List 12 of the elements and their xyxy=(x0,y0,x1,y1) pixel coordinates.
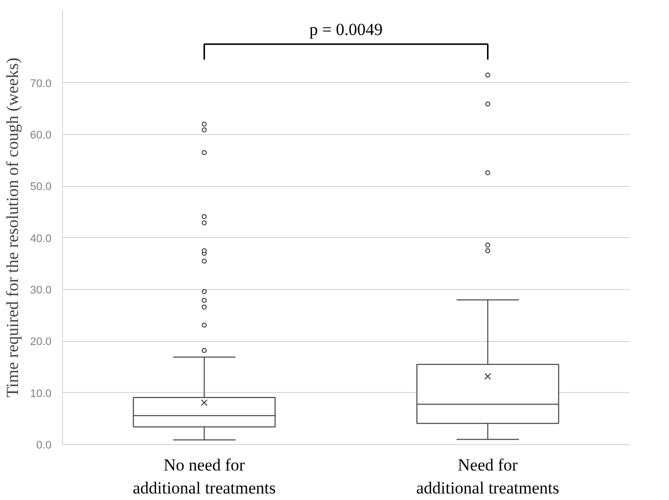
y-axis-title: Time required for the resolution of cough (weeks) xyxy=(3,58,22,398)
y-tick-label: 70.0 xyxy=(30,78,52,90)
y-tick-label: 10.0 xyxy=(30,388,52,400)
y-tick-label: 60.0 xyxy=(30,130,52,142)
y-tick-label: 0.0 xyxy=(36,440,52,452)
y-tick-label: 30.0 xyxy=(30,284,52,296)
x-tick-label: Need for additional treatments xyxy=(416,456,560,498)
y-tick-label: 20.0 xyxy=(30,336,52,348)
x-tick-label: No need for additional treatments xyxy=(132,456,276,498)
y-tick-label: 50.0 xyxy=(30,181,52,194)
y-tick-label: 40.0 xyxy=(30,232,52,245)
annotation: p = 0.0049 xyxy=(309,20,383,39)
